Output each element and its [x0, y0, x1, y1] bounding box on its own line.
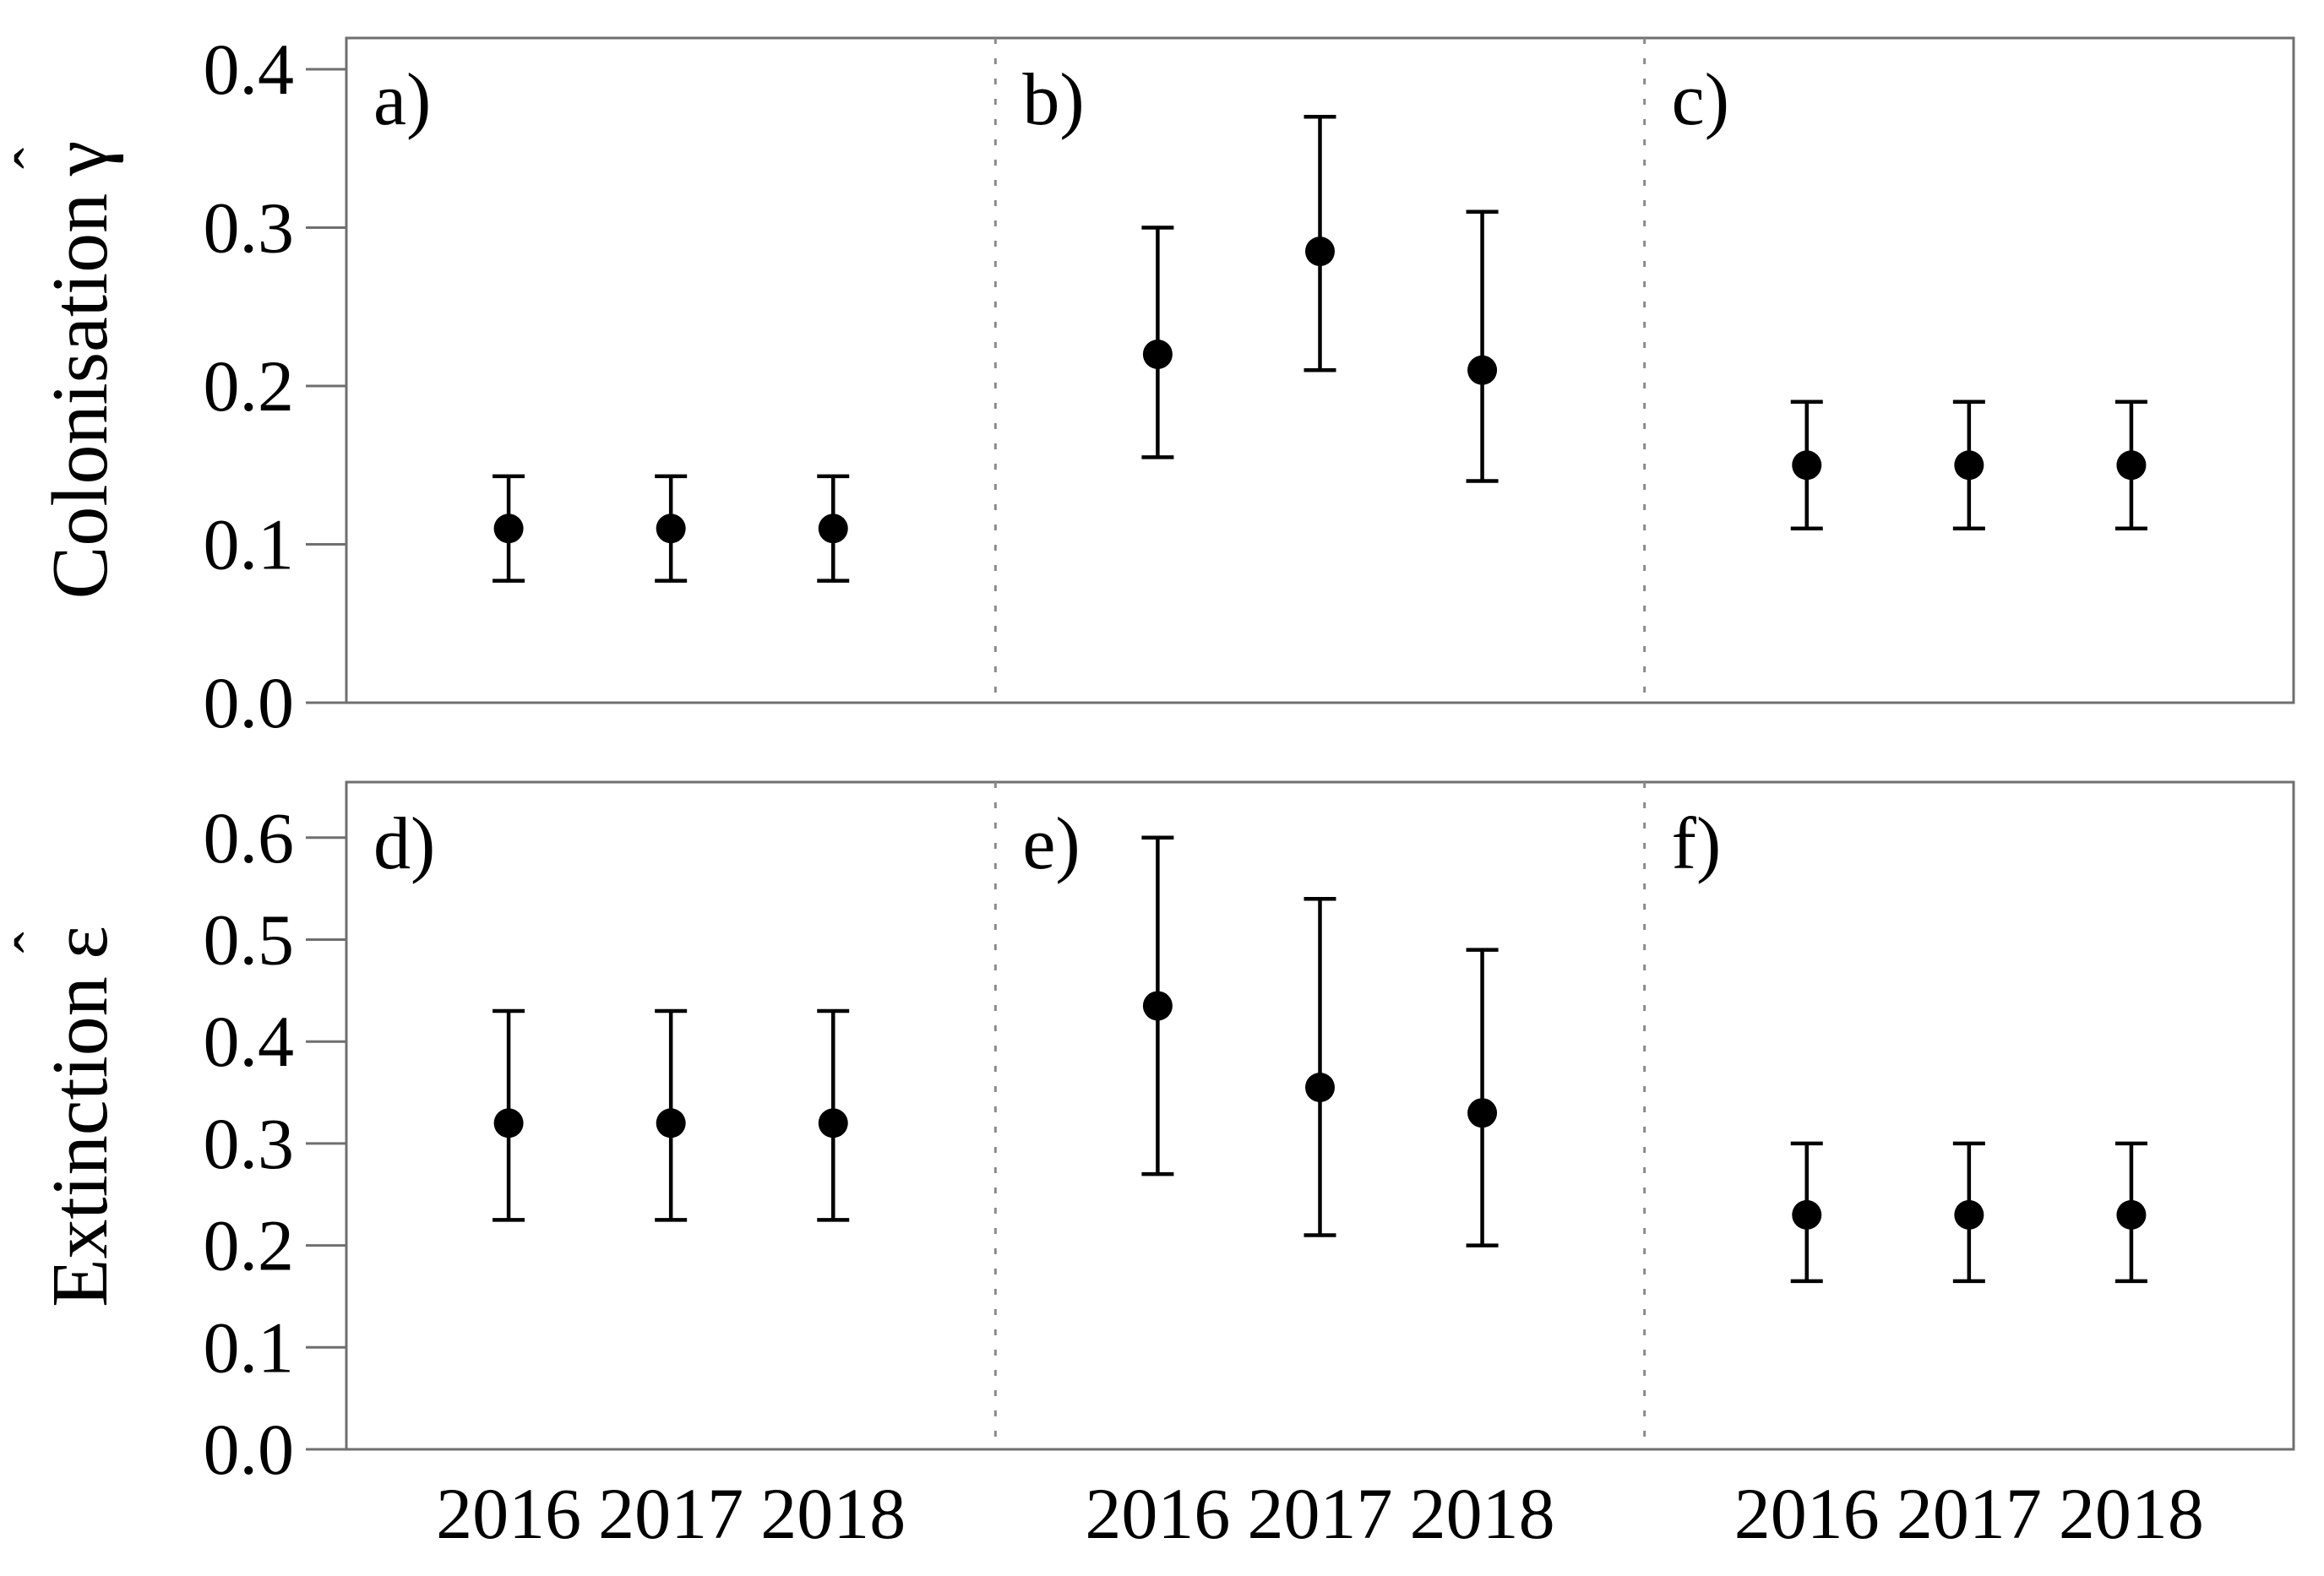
panel-c: c) [1672, 59, 2147, 530]
data-point-2016 [493, 514, 524, 544]
x-tick-label-2016: 2016 [1085, 1473, 1230, 1554]
x-tick-label-2018: 2018 [2059, 1473, 2204, 1554]
plot-border [345, 780, 2295, 1451]
data-point-2016 [1792, 1199, 1822, 1230]
data-point-2018 [818, 514, 848, 544]
x-tick-label-2018: 2018 [1410, 1473, 1555, 1554]
y-axis-title-extinction: Extinction ε ˆ [3, 926, 126, 1307]
data-point-2017 [1305, 1073, 1335, 1103]
data-point-2018 [1467, 1098, 1498, 1128]
data-point-2018 [2116, 1199, 2147, 1230]
data-point-2017 [1954, 1199, 1984, 1230]
y-tick-label-0.3: 0.3 [204, 1103, 295, 1184]
y-axis-title-colonisation-word: Colonisation [36, 193, 124, 600]
x-tick-label-2016: 2016 [1734, 1473, 1880, 1554]
panel-letter-label: a) [373, 59, 431, 141]
error-bar-2017 [1304, 896, 1336, 1237]
panel-e: e) [1022, 803, 1499, 1247]
panel-f: f) [1672, 803, 2147, 1284]
y-tick-label-0.3: 0.3 [204, 187, 295, 269]
hat-accent-icon: ˆ [3, 932, 73, 954]
chart-row-colonisation: 0.0 0.1 0.2 0.3 0.4 a) b) c) [204, 29, 2295, 743]
data-point-2016 [1142, 991, 1173, 1021]
chart-row-extinction: 0.00.10.20.30.40.50.6 d)2016 2017 2018e)201… [204, 780, 2295, 1554]
y-tick-label-0.5: 0.5 [204, 899, 295, 981]
panel-letter-label: c) [1672, 59, 1729, 141]
y-axis-title-extinction-word: Extinction [36, 976, 124, 1307]
x-tick-label-2017: 2017 [1897, 1473, 2042, 1554]
y-tick-label-0.1: 0.1 [204, 504, 295, 585]
y-tick-label-0.4: 0.4 [204, 1001, 295, 1082]
panel-b: b) [1022, 59, 1499, 483]
data-point-2018 [1467, 355, 1498, 385]
x-tick-label-2018: 2018 [760, 1473, 906, 1554]
x-tick-label-2017: 2017 [598, 1473, 743, 1554]
hat-accent-icon: ˆ [3, 147, 73, 169]
error-bar-2018 [1466, 948, 1499, 1247]
plot-border [345, 36, 2295, 704]
panel-letter-label: d) [373, 803, 435, 885]
y-tick-label-0.4: 0.4 [204, 29, 295, 110]
data-point-2018 [818, 1108, 848, 1139]
y-tick-label-0.0: 0.0 [204, 1409, 295, 1490]
y-axis-title-colonisation: Colonisation γ ˆ [3, 141, 126, 600]
panel-letter-label: e) [1022, 803, 1080, 885]
data-point-2018 [2116, 450, 2147, 481]
panel-d: d) [373, 803, 850, 1222]
y-tick-label-0.1: 0.1 [204, 1307, 295, 1388]
data-point-2016 [1142, 340, 1173, 369]
x-tick-label-2016: 2016 [436, 1473, 581, 1554]
data-point-2016 [493, 1108, 524, 1139]
data-point-2017 [1305, 236, 1335, 267]
y-tick-label-0.0: 0.0 [204, 662, 295, 743]
y-tick-label-0.6: 0.6 [204, 797, 295, 878]
data-point-2017 [656, 1108, 686, 1139]
panel-letter-label: b) [1022, 59, 1084, 141]
data-point-2017 [656, 514, 686, 544]
error-bar-2018 [1466, 209, 1499, 483]
panel-letter-label: f) [1672, 803, 1722, 885]
data-point-2016 [1792, 450, 1822, 481]
x-tick-label-2017: 2017 [1248, 1473, 1393, 1554]
y-tick-label-0.2: 0.2 [204, 1205, 295, 1286]
data-point-2017 [1954, 450, 1984, 481]
panel-a: a) [373, 59, 850, 583]
y-tick-label-0.2: 0.2 [204, 345, 295, 427]
